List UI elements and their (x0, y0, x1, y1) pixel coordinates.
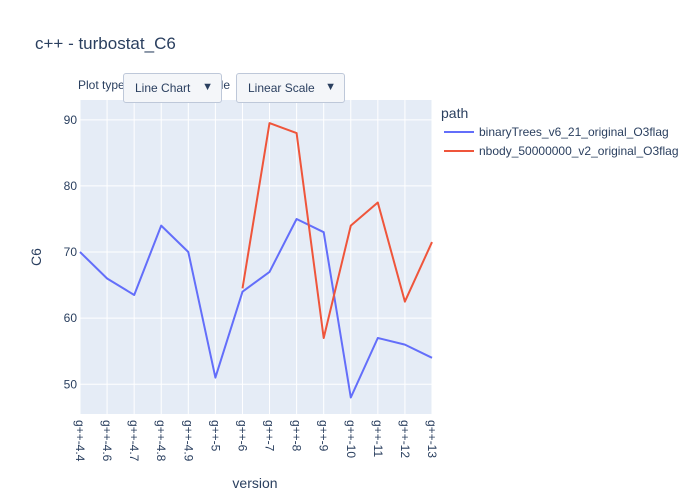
plot-type-value: Line Chart (135, 81, 191, 95)
legend-item-label: binaryTrees_v6_21_original_O3flag (479, 125, 669, 139)
x-tick-label: g++-4.6 (100, 420, 114, 462)
x-tick-label: g++-9 (317, 420, 331, 452)
y-tick-label: 80 (64, 179, 78, 193)
x-tick-label: g++-4.7 (127, 420, 141, 462)
series-lines (79, 122, 433, 399)
y-tick-label: 90 (64, 113, 78, 127)
x-tick-label: g++-4.8 (154, 420, 168, 462)
legend-item-label: nbody_50000000_v2_original_O3flag (479, 144, 679, 158)
x-tick-labels: g++-4.4 g++-4.6 g++-4.7 g++-4.8 g++-4.9 g++-5… (73, 420, 439, 462)
series-line (241, 122, 433, 339)
x-tick-label: g++-4.9 (181, 420, 195, 462)
y-tick-labels: 50 60 70 80 90 (64, 113, 78, 391)
x-tick-label: g++-10 (344, 420, 358, 458)
y-tick-label: 70 (64, 245, 78, 259)
x-tick-label: g++-13 (425, 420, 439, 458)
scale-dropdown[interactable]: Linear Scale ▼ (236, 73, 345, 103)
plot-area (80, 100, 432, 414)
series-line (79, 218, 433, 399)
dropdown-arrow-icon: ▼ (325, 81, 336, 93)
x-tick-label: g++-8 (290, 420, 304, 452)
x-axis-label: version (232, 475, 277, 491)
y-axis-label: C6 (28, 248, 44, 266)
plot-type-label: Plot type (78, 78, 125, 92)
legend: path binaryTrees_v6_21_original_O3flagnb… (441, 105, 679, 158)
grid-lines (79, 100, 433, 414)
y-tick-label: 50 (64, 377, 78, 391)
chart-title: c++ - turbostat_C6 (35, 34, 176, 53)
y-tick-label: 60 (64, 311, 78, 325)
x-tick-label: g++-5 (208, 420, 222, 452)
dropdown-arrow-icon: ▼ (202, 81, 213, 93)
x-tick-label: g++-4.4 (73, 420, 87, 462)
scale-value: Linear Scale (248, 81, 315, 95)
x-tick-label: g++-12 (398, 420, 412, 458)
x-tick-label: g++-7 (263, 420, 277, 452)
x-tick-label: g++-11 (371, 420, 385, 457)
plot-type-dropdown[interactable]: Line Chart ▼ (123, 73, 222, 103)
legend-title: path (441, 105, 468, 121)
x-tick-label: g++-6 (235, 420, 249, 452)
